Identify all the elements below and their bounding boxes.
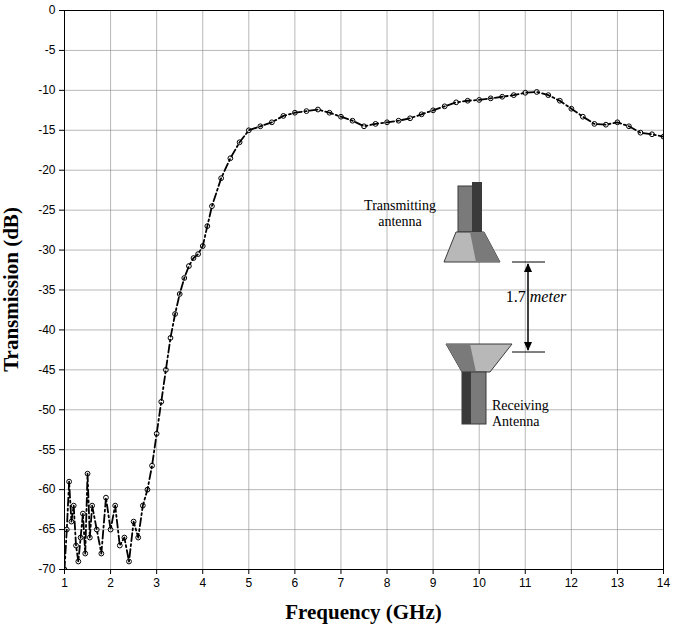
svg-text:-25: -25	[38, 203, 56, 217]
svg-text:6: 6	[292, 576, 299, 590]
svg-text:13: 13	[611, 576, 625, 590]
svg-text:-10: -10	[38, 83, 56, 97]
svg-text:-50: -50	[38, 403, 56, 417]
svg-text:7: 7	[338, 576, 345, 590]
svg-text:10: 10	[473, 576, 487, 590]
svg-text:9: 9	[430, 576, 437, 590]
svg-text:-40: -40	[38, 323, 56, 337]
svg-text:-55: -55	[38, 443, 56, 457]
svg-text:4: 4	[199, 576, 206, 590]
svg-text:12: 12	[565, 576, 579, 590]
svg-text:0: 0	[49, 3, 56, 17]
svg-text:ReceivingAntenna: ReceivingAntenna	[492, 398, 549, 429]
svg-text:-20: -20	[38, 163, 56, 177]
svg-text:-60: -60	[38, 482, 56, 496]
svg-text:Frequency (GHz): Frequency (GHz)	[285, 600, 442, 624]
svg-text:Transmittingantenna: Transmittingantenna	[364, 198, 436, 229]
svg-text:-70: -70	[38, 562, 56, 576]
svg-text:1.7 meter: 1.7 meter	[506, 288, 567, 305]
svg-text:-65: -65	[38, 522, 56, 536]
svg-text:8: 8	[384, 576, 391, 590]
svg-text:-35: -35	[38, 283, 56, 297]
svg-text:3: 3	[153, 576, 160, 590]
svg-text:Transmission (dB): Transmission (dB)	[0, 207, 23, 372]
svg-text:5: 5	[245, 576, 252, 590]
svg-text:-15: -15	[38, 123, 56, 137]
svg-text:14: 14	[657, 576, 671, 590]
svg-text:-5: -5	[45, 43, 56, 57]
svg-text:1: 1	[61, 576, 68, 590]
svg-text:-45: -45	[38, 363, 56, 377]
svg-text:11: 11	[519, 576, 532, 590]
svg-text:-30: -30	[38, 243, 56, 257]
svg-text:2: 2	[107, 576, 114, 590]
